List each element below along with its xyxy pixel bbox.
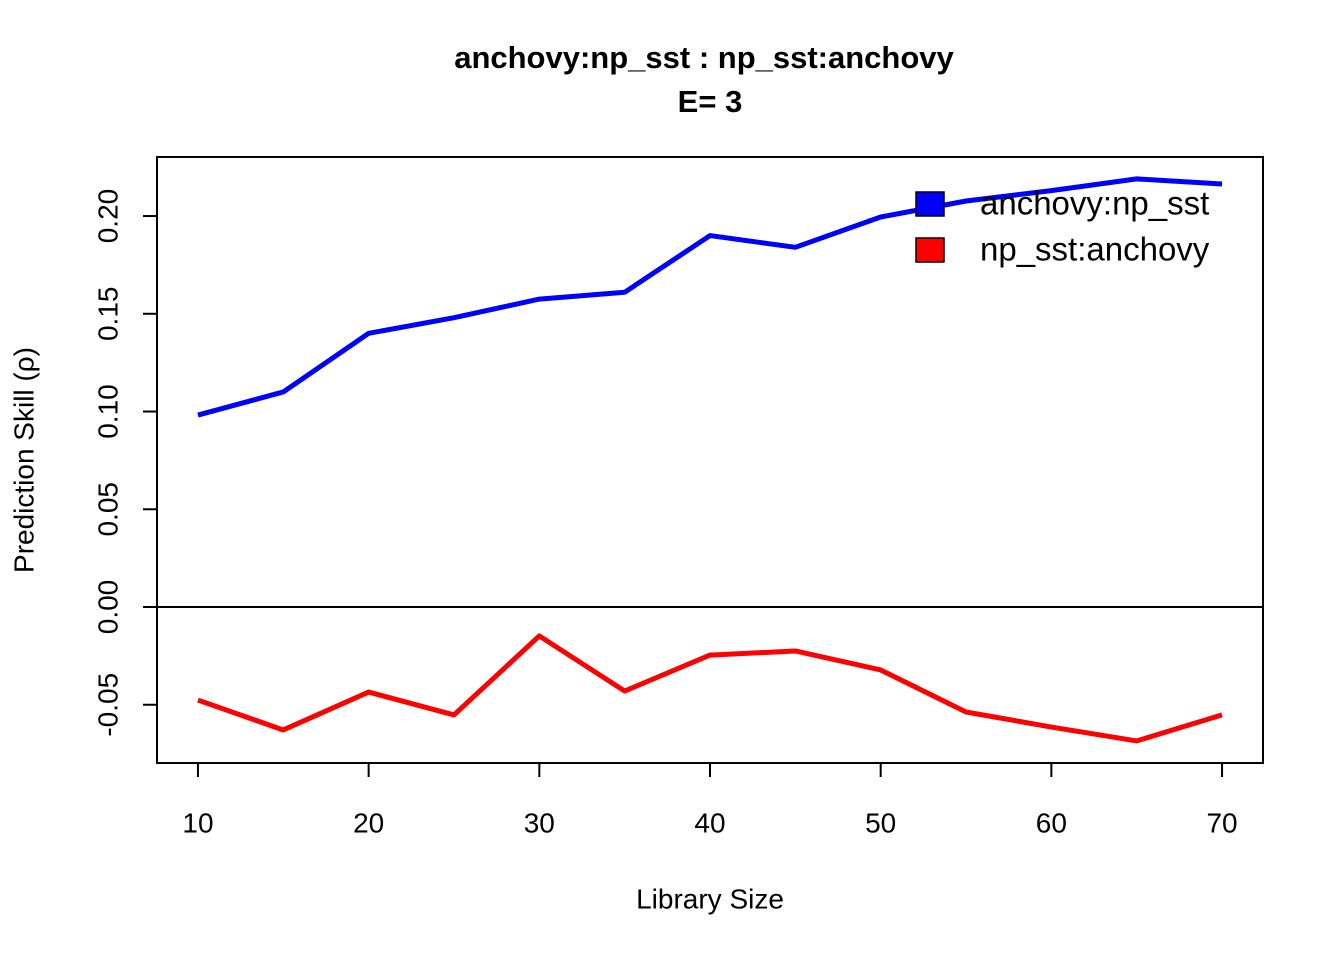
x-axis-label: Library Size bbox=[636, 883, 784, 914]
series-line bbox=[197, 633, 1223, 744]
y-tick-label: 0.20 bbox=[92, 189, 123, 244]
y-tick-label: 0.10 bbox=[92, 384, 123, 439]
legend-label: anchovy:np_sst bbox=[980, 185, 1209, 222]
y-tick-label: 0.05 bbox=[92, 482, 123, 537]
chart-title: anchovy:np_sst : np_sst:anchovy bbox=[454, 40, 954, 75]
y-tick-label: 0.00 bbox=[92, 580, 123, 635]
x-tick-label: 70 bbox=[1206, 807, 1237, 838]
legend-swatch bbox=[915, 191, 945, 217]
chart-subtitle: E= 3 bbox=[678, 84, 743, 119]
legend-swatch bbox=[915, 237, 945, 263]
y-tick-label: 0.15 bbox=[92, 287, 123, 342]
x-tick-label: 60 bbox=[1036, 807, 1067, 838]
y-axis-label: Prediction Skill (ρ) bbox=[8, 347, 39, 573]
legend-label: np_sst:anchovy bbox=[980, 231, 1210, 268]
x-tick-label: 20 bbox=[353, 807, 384, 838]
x-tick-label: 40 bbox=[694, 807, 725, 838]
y-tick-label: -0.05 bbox=[92, 673, 123, 737]
x-tick-label: 50 bbox=[865, 807, 896, 838]
series-line bbox=[197, 176, 1223, 418]
x-tick-label: 30 bbox=[524, 807, 555, 838]
x-tick-label: 10 bbox=[182, 807, 213, 838]
